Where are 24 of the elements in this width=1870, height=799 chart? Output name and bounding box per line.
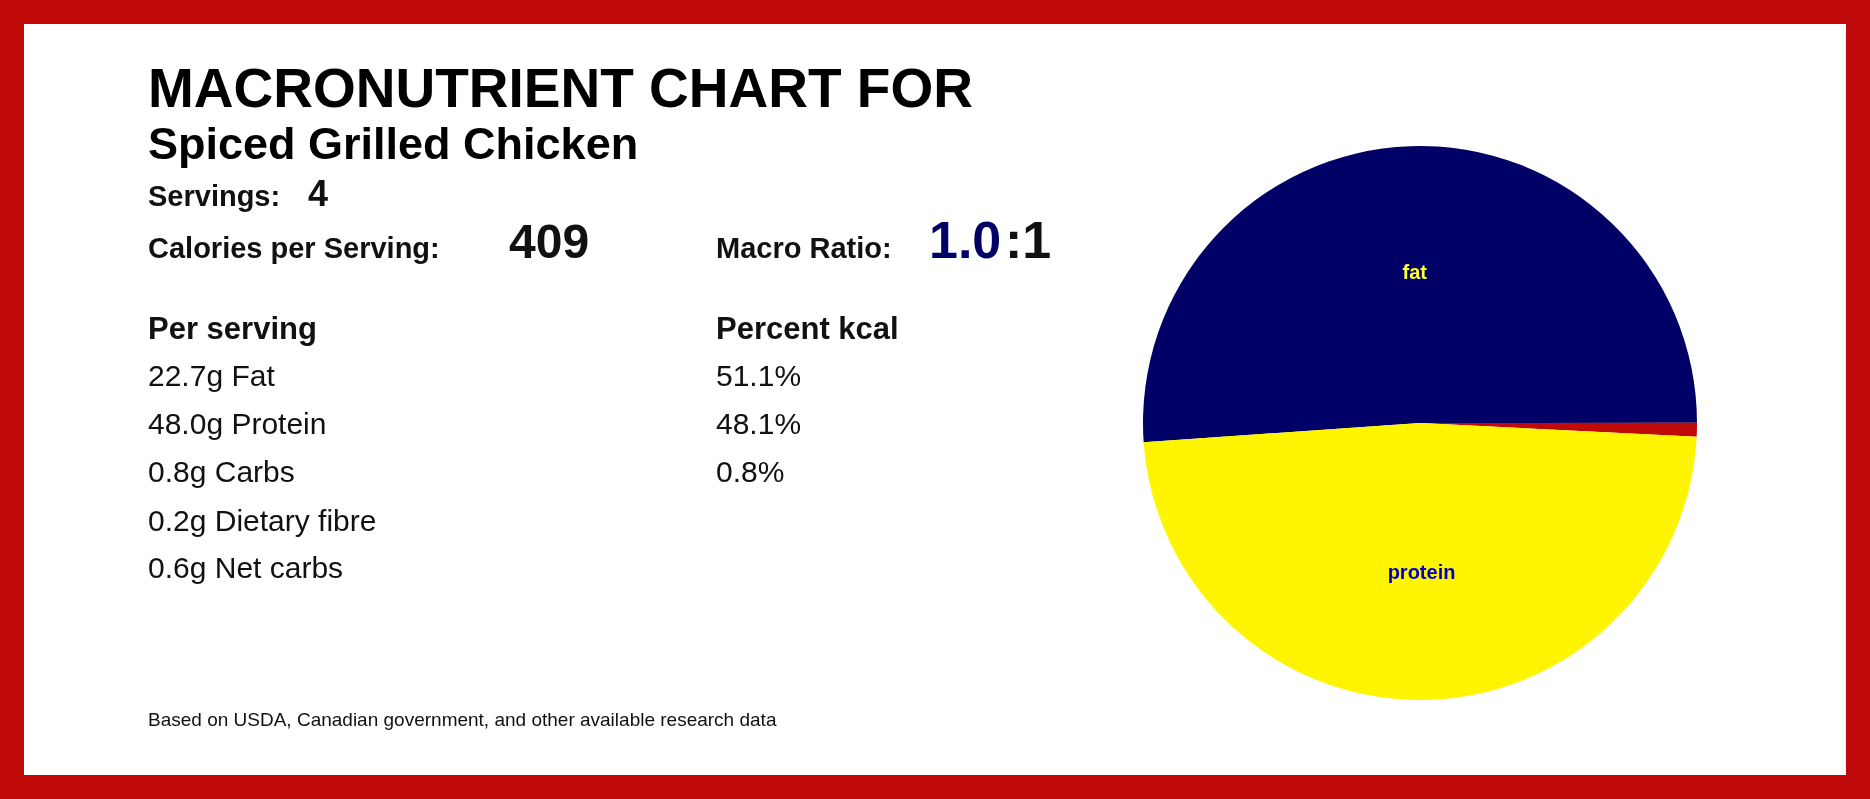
text: 0.8% <box>716 455 785 488</box>
text: Spiced Grilled Chicken <box>148 118 639 169</box>
text: 48.0g Protein <box>148 407 327 440</box>
text: 0.2g Dietary fibre <box>148 504 377 537</box>
text: Macro Ratio: <box>716 232 892 264</box>
text: MACRONUTRIENT CHART FOR <box>148 57 973 119</box>
slice-label: protein <box>1387 560 1456 583</box>
text: Based on USDA, Canadian government, and other available research data <box>148 709 777 730</box>
text: Calories per Serving: <box>148 232 440 264</box>
pie-slice <box>1143 423 1697 700</box>
text: 1.0 <box>929 211 1002 269</box>
text: 0.8g Carbs <box>148 455 295 488</box>
text: 51.1% <box>716 359 802 392</box>
text: 409 <box>509 215 590 268</box>
text: 22.7g Fat <box>148 359 276 392</box>
text: 4 <box>308 173 329 214</box>
text: Percent kcal <box>716 311 899 346</box>
pie-slice <box>1143 146 1697 443</box>
text: 0.6g Net carbs <box>148 551 344 584</box>
slice-label: fat <box>1402 261 1428 284</box>
text: :1 <box>1005 211 1052 269</box>
text: Per serving <box>148 311 317 346</box>
text: Servings: <box>148 180 281 212</box>
text: 48.1% <box>716 407 802 440</box>
